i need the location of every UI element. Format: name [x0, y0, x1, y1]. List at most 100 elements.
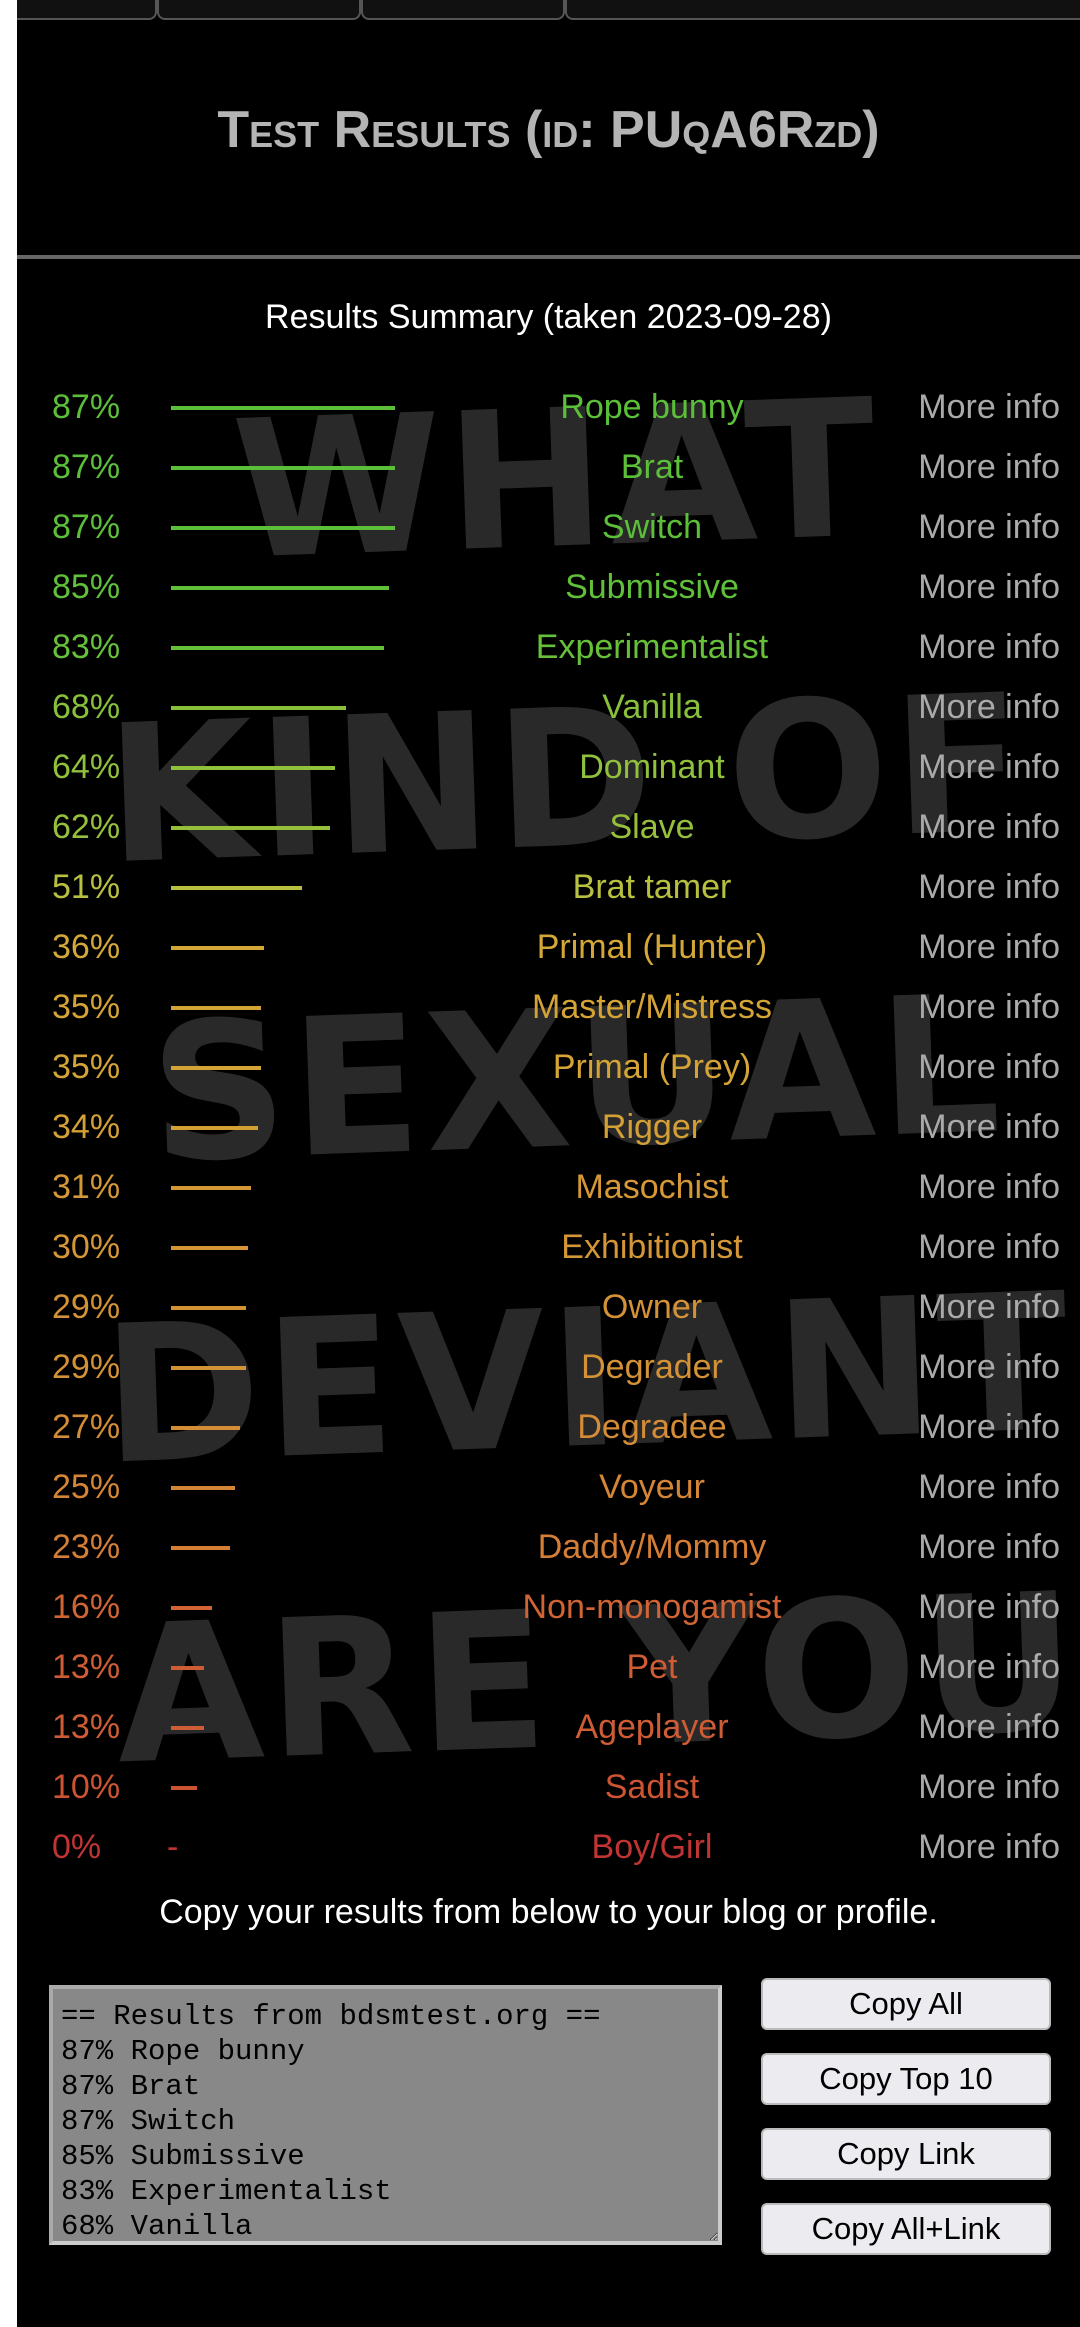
result-row: 13% Pet More info [17, 1640, 1080, 1700]
copy-top-10-button[interactable]: Copy Top 10 [761, 2053, 1051, 2105]
more-info-link[interactable]: More info [918, 808, 1060, 846]
result-bar [171, 1066, 261, 1070]
result-row: 87% Rope bunny More info [17, 380, 1080, 440]
tab[interactable] [565, 0, 1080, 20]
result-bar [171, 946, 264, 950]
more-info-link[interactable]: More info [918, 1648, 1060, 1686]
tab[interactable] [157, 0, 361, 20]
more-info-link[interactable]: More info [918, 1528, 1060, 1566]
result-name[interactable]: Slave [609, 808, 695, 846]
more-info-link[interactable]: More info [918, 988, 1060, 1026]
result-row: 0% - Boy/Girl More info [17, 1820, 1080, 1880]
result-row: 87% Brat More info [17, 440, 1080, 500]
result-bar [171, 766, 336, 770]
more-info-link[interactable]: More info [918, 868, 1060, 906]
result-bar [171, 1126, 259, 1130]
result-name[interactable]: Pet [626, 1648, 678, 1686]
result-percent: 23% [52, 1528, 121, 1566]
more-info-link[interactable]: More info [918, 388, 1060, 426]
more-info-link[interactable]: More info [918, 1048, 1060, 1086]
result-name[interactable]: Boy/Girl [591, 1828, 713, 1866]
result-name[interactable]: Primal (Prey) [552, 1048, 752, 1086]
result-row: 51% Brat tamer More info [17, 860, 1080, 920]
result-name[interactable]: Degrader [581, 1348, 723, 1386]
result-name[interactable]: Brat tamer [572, 868, 732, 906]
result-name[interactable]: Brat [620, 448, 684, 486]
result-row: 29% Owner More info [17, 1280, 1080, 1340]
copy-all-button[interactable]: Copy All [761, 1978, 1051, 2030]
result-percent: 68% [52, 688, 121, 726]
result-name[interactable]: Voyeur [599, 1468, 705, 1506]
result-name[interactable]: Submissive [565, 568, 739, 606]
result-percent: 13% [52, 1708, 121, 1746]
result-row: 30% Exhibitionist More info [17, 1220, 1080, 1280]
result-percent: 87% [52, 508, 121, 546]
result-name[interactable]: Degradee [577, 1408, 727, 1446]
result-percent: 0% [52, 1828, 102, 1866]
more-info-link[interactable]: More info [918, 1408, 1060, 1446]
result-row: 16% Non-monogamist More info [17, 1580, 1080, 1640]
more-info-link[interactable]: More info [918, 568, 1060, 606]
more-info-link[interactable]: More info [918, 688, 1060, 726]
result-bar [171, 1606, 213, 1610]
result-name[interactable]: Rigger [601, 1108, 703, 1146]
result-percent: 34% [52, 1108, 121, 1146]
tab[interactable] [17, 0, 157, 20]
more-info-link[interactable]: More info [918, 1288, 1060, 1326]
more-info-link[interactable]: More info [918, 1108, 1060, 1146]
more-info-link[interactable]: More info [918, 1468, 1060, 1506]
more-info-link[interactable]: More info [918, 628, 1060, 666]
more-info-link[interactable]: More info [918, 748, 1060, 786]
result-bar [171, 466, 395, 470]
more-info-link[interactable]: More info [918, 1828, 1060, 1866]
result-row: 35% Master/Mistress More info [17, 980, 1080, 1040]
result-bar [171, 1666, 205, 1670]
result-percent: 64% [52, 748, 121, 786]
result-row: 87% Switch More info [17, 500, 1080, 560]
result-percent: 30% [52, 1228, 121, 1266]
result-row: 64% Dominant More info [17, 740, 1080, 800]
result-name[interactable]: Ageplayer [575, 1708, 729, 1746]
result-bar [171, 1426, 241, 1430]
result-percent: 87% [52, 448, 121, 486]
result-name[interactable]: Switch [601, 508, 703, 546]
result-bar [171, 1726, 205, 1730]
result-percent: 85% [52, 568, 121, 606]
results-textarea[interactable] [49, 1985, 722, 2245]
result-percent: 27% [52, 1408, 121, 1446]
result-name[interactable]: Exhibitionist [561, 1228, 743, 1266]
more-info-link[interactable]: More info [918, 508, 1060, 546]
result-name[interactable]: Experimentalist [535, 628, 769, 666]
more-info-link[interactable]: More info [918, 1768, 1060, 1806]
result-name[interactable]: Daddy/Mommy [537, 1528, 767, 1566]
result-row: 31% Masochist More info [17, 1160, 1080, 1220]
result-bar [171, 1246, 249, 1250]
copy-link-button[interactable]: Copy Link [761, 2128, 1051, 2180]
more-info-link[interactable]: More info [918, 1168, 1060, 1206]
result-name[interactable]: Dominant [579, 748, 725, 786]
more-info-link[interactable]: More info [918, 1228, 1060, 1266]
more-info-link[interactable]: More info [918, 448, 1060, 486]
result-name[interactable]: Master/Mistress [532, 988, 772, 1026]
result-name[interactable]: Vanilla [602, 688, 702, 726]
result-bar [171, 526, 395, 530]
result-name[interactable]: Rope bunny [560, 388, 744, 426]
more-info-link[interactable]: More info [918, 928, 1060, 966]
results-list: 87% Rope bunny More info 87% Brat More info 87… [17, 380, 1080, 1880]
more-info-link[interactable]: More info [918, 1348, 1060, 1386]
result-name[interactable]: Masochist [575, 1168, 729, 1206]
divider [17, 255, 1080, 259]
result-name[interactable]: Primal (Hunter) [536, 928, 768, 966]
result-name[interactable]: Owner [601, 1288, 703, 1326]
result-percent: 35% [52, 988, 121, 1026]
result-row: 35% Primal (Prey) More info [17, 1040, 1080, 1100]
copy-all-link-button[interactable]: Copy All+Link [761, 2203, 1051, 2255]
more-info-link[interactable]: More info [918, 1588, 1060, 1626]
more-info-link[interactable]: More info [918, 1708, 1060, 1746]
result-name[interactable]: Non-monogamist [522, 1588, 782, 1626]
result-name[interactable]: Sadist [604, 1768, 700, 1806]
results-summary-heading: Results Summary (taken 2023-09-28) [265, 298, 832, 336]
result-percent: 36% [52, 928, 121, 966]
result-bar [171, 1006, 261, 1010]
tab[interactable] [361, 0, 565, 20]
